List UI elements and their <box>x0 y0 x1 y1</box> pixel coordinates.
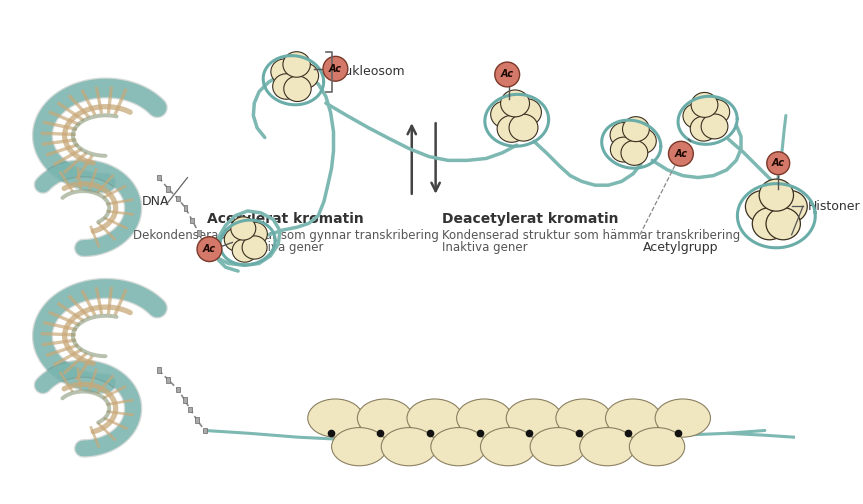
Ellipse shape <box>283 52 311 77</box>
Text: Nukleosom: Nukleosom <box>336 65 405 78</box>
Bar <box>183 397 186 403</box>
Bar <box>176 196 180 202</box>
Circle shape <box>323 56 348 81</box>
Ellipse shape <box>431 427 486 466</box>
Ellipse shape <box>271 59 299 85</box>
Ellipse shape <box>507 399 562 437</box>
Bar <box>184 205 187 211</box>
Bar <box>157 175 161 180</box>
Text: Histoner: Histoner <box>808 200 860 213</box>
Ellipse shape <box>224 228 249 251</box>
Ellipse shape <box>230 217 255 240</box>
Bar <box>191 218 194 223</box>
Ellipse shape <box>357 399 413 437</box>
Bar <box>197 230 201 236</box>
Ellipse shape <box>308 399 363 437</box>
Ellipse shape <box>407 399 463 437</box>
Ellipse shape <box>773 191 807 223</box>
Ellipse shape <box>491 101 520 128</box>
Bar <box>202 241 205 247</box>
Ellipse shape <box>580 427 635 466</box>
Circle shape <box>669 141 693 166</box>
Ellipse shape <box>497 115 526 142</box>
Ellipse shape <box>766 208 800 240</box>
Ellipse shape <box>457 399 512 437</box>
Circle shape <box>197 237 222 262</box>
Ellipse shape <box>690 116 717 141</box>
Text: Kondenserad struktur som hämmar transkribering: Kondenserad struktur som hämmar transkri… <box>442 229 740 242</box>
Ellipse shape <box>243 236 267 259</box>
Ellipse shape <box>622 117 649 142</box>
Ellipse shape <box>759 179 793 211</box>
Ellipse shape <box>284 76 312 101</box>
Ellipse shape <box>509 114 538 141</box>
Text: Inaktiva gener: Inaktiva gener <box>442 241 527 255</box>
Bar <box>203 427 206 433</box>
Ellipse shape <box>753 208 787 240</box>
Ellipse shape <box>683 103 709 129</box>
Ellipse shape <box>501 90 530 117</box>
Ellipse shape <box>610 122 637 148</box>
Ellipse shape <box>701 114 728 139</box>
Ellipse shape <box>273 74 300 99</box>
Ellipse shape <box>606 399 661 437</box>
Ellipse shape <box>381 427 437 466</box>
Bar <box>167 377 170 383</box>
Ellipse shape <box>556 399 611 437</box>
Text: Ac: Ac <box>772 158 784 168</box>
Ellipse shape <box>232 239 257 262</box>
Bar <box>176 387 180 392</box>
Ellipse shape <box>629 427 684 466</box>
Circle shape <box>767 152 790 175</box>
Ellipse shape <box>629 129 656 153</box>
Ellipse shape <box>621 141 648 165</box>
Text: Acetylerat kromatin: Acetylerat kromatin <box>207 212 364 226</box>
Ellipse shape <box>513 99 541 125</box>
Text: DNA: DNA <box>142 195 170 208</box>
Ellipse shape <box>691 92 718 117</box>
Bar <box>188 407 192 412</box>
Ellipse shape <box>331 427 387 466</box>
Bar <box>167 186 170 192</box>
Text: Ac: Ac <box>203 244 216 254</box>
Text: Acetylgrupp: Acetylgrupp <box>643 240 718 254</box>
Text: Ac: Ac <box>674 149 688 159</box>
Text: Ac: Ac <box>501 70 513 80</box>
Bar <box>157 367 161 373</box>
Ellipse shape <box>530 427 585 466</box>
Circle shape <box>494 62 520 87</box>
Ellipse shape <box>243 222 268 245</box>
Ellipse shape <box>655 399 710 437</box>
Ellipse shape <box>702 99 730 124</box>
Ellipse shape <box>481 427 536 466</box>
Text: Ac: Ac <box>329 64 342 74</box>
Bar <box>195 417 199 423</box>
Text: Dekondenserad struktur som gynnar transkribering: Dekondenserad struktur som gynnar transk… <box>133 229 438 242</box>
Text: Aktiva gener: Aktiva gener <box>248 241 324 255</box>
Ellipse shape <box>291 63 318 89</box>
Text: Deacetylerat kromatin: Deacetylerat kromatin <box>442 212 619 226</box>
Ellipse shape <box>746 191 780 223</box>
Ellipse shape <box>610 137 637 162</box>
